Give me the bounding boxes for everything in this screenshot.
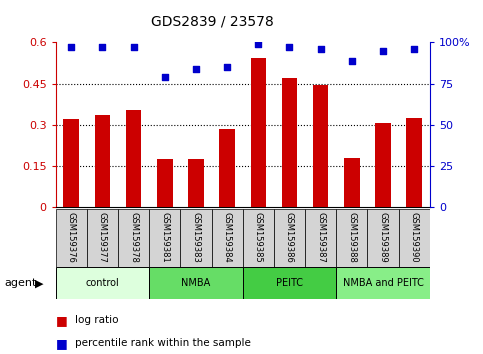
Bar — [56, 209, 87, 267]
Bar — [305, 209, 336, 267]
Bar — [126, 110, 142, 207]
Text: GSM159385: GSM159385 — [254, 212, 263, 263]
Text: GSM159389: GSM159389 — [379, 212, 387, 263]
Text: ■: ■ — [56, 314, 67, 327]
Point — [255, 41, 262, 47]
Text: control: control — [85, 278, 119, 288]
Text: GSM159378: GSM159378 — [129, 212, 138, 263]
Bar — [149, 267, 242, 299]
Bar — [56, 267, 149, 299]
Text: ■: ■ — [56, 337, 67, 350]
Bar — [336, 209, 368, 267]
Text: GSM159384: GSM159384 — [223, 212, 232, 263]
Point — [129, 45, 137, 50]
Point — [411, 46, 418, 52]
Text: GSM159387: GSM159387 — [316, 212, 325, 263]
Bar — [242, 267, 336, 299]
Text: log ratio: log ratio — [75, 315, 118, 325]
Text: GSM159381: GSM159381 — [160, 212, 169, 263]
Point — [99, 45, 106, 50]
Text: NMBA and PEITC: NMBA and PEITC — [342, 278, 424, 288]
Bar — [149, 209, 180, 267]
Text: NMBA: NMBA — [181, 278, 211, 288]
Text: percentile rank within the sample: percentile rank within the sample — [75, 338, 251, 348]
Text: GDS2839 / 23578: GDS2839 / 23578 — [151, 14, 274, 28]
Bar — [157, 159, 172, 207]
Bar — [368, 209, 398, 267]
Text: GSM159386: GSM159386 — [285, 212, 294, 263]
Bar — [95, 115, 110, 207]
Bar — [282, 78, 298, 207]
Bar — [398, 209, 430, 267]
Text: GSM159390: GSM159390 — [410, 212, 419, 262]
Point — [192, 66, 200, 72]
Bar — [336, 267, 430, 299]
Text: GSM159376: GSM159376 — [67, 212, 76, 263]
Point — [317, 46, 325, 52]
Bar — [274, 209, 305, 267]
Text: agent: agent — [5, 278, 37, 288]
Text: PEITC: PEITC — [276, 278, 303, 288]
Bar — [242, 209, 274, 267]
Bar — [63, 119, 79, 207]
Point — [348, 58, 356, 63]
Bar — [407, 118, 422, 207]
Text: GSM159383: GSM159383 — [191, 212, 200, 263]
Point — [379, 48, 387, 53]
Point — [285, 45, 293, 50]
Text: GSM159388: GSM159388 — [347, 212, 356, 263]
Bar — [313, 85, 328, 207]
Text: GSM159377: GSM159377 — [98, 212, 107, 263]
Bar — [219, 129, 235, 207]
Bar — [251, 58, 266, 207]
Bar — [212, 209, 242, 267]
Point — [161, 74, 169, 80]
Bar — [180, 209, 212, 267]
Bar — [344, 158, 360, 207]
Point — [223, 64, 231, 70]
Bar — [188, 159, 204, 207]
Bar — [375, 124, 391, 207]
Bar — [87, 209, 118, 267]
Bar — [118, 209, 149, 267]
Text: ▶: ▶ — [35, 278, 44, 288]
Point — [67, 45, 75, 50]
